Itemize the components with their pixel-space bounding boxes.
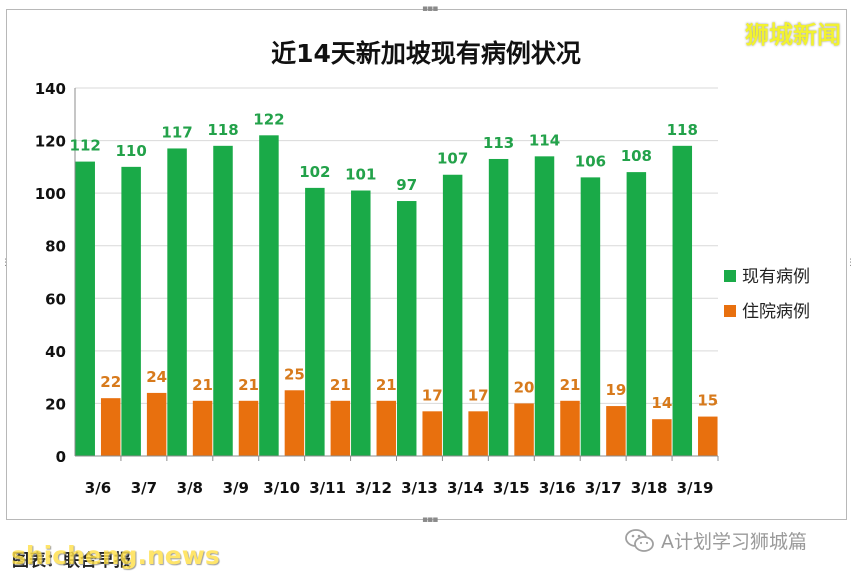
data-label: 22 [100, 373, 121, 391]
frame-handle-left-icon[interactable]: ⋮ [1, 258, 10, 268]
chart-title: 近14天新加坡现有病例状况 [271, 39, 581, 68]
data-label: 15 [697, 392, 718, 410]
x-tick-label: 3/10 [263, 479, 300, 497]
bar-hospitalised-cases [468, 411, 488, 456]
y-tick-label: 140 [35, 80, 66, 98]
frame-handle-top-icon[interactable]: ▪▪▪ [422, 4, 438, 14]
bar-current-cases [488, 158, 509, 456]
data-label: 21 [560, 376, 581, 394]
y-tick-label: 120 [35, 133, 66, 151]
data-label: 102 [299, 163, 330, 181]
data-label: 112 [70, 137, 101, 155]
data-label: 21 [238, 376, 259, 394]
legend-label: 住院病例 [742, 302, 810, 322]
x-tick-label: 3/15 [493, 479, 530, 497]
bar-current-cases [442, 174, 463, 456]
data-label: 20 [514, 378, 535, 396]
bar-current-cases [580, 177, 601, 456]
data-label: 21 [330, 376, 351, 394]
bar-hospitalised-cases [422, 411, 442, 456]
x-tick-label: 3/18 [631, 479, 668, 497]
data-label: 24 [146, 368, 167, 386]
data-label: 118 [207, 121, 238, 139]
x-tick-label: 3/7 [131, 479, 157, 497]
bar-current-cases [213, 145, 233, 457]
y-tick-label: 60 [45, 290, 66, 308]
bar-current-cases [672, 145, 693, 457]
bar-hospitalised-cases [698, 416, 718, 456]
data-label: 122 [253, 110, 284, 128]
bar-hospitalised-cases [146, 392, 167, 456]
bar-current-cases [396, 201, 417, 456]
y-tick-label: 40 [45, 343, 66, 361]
data-label: 21 [192, 376, 213, 394]
y-tick-label: 20 [45, 395, 66, 413]
bar-hospitalised-cases [652, 419, 672, 456]
wechat-account: A计划学习狮城篇 [625, 527, 807, 554]
bar-hospitalised-cases [606, 406, 626, 456]
bar-hospitalised-cases [192, 400, 213, 456]
x-tick-label: 3/13 [401, 479, 438, 497]
data-label: 14 [651, 394, 672, 412]
data-label: 19 [605, 381, 626, 399]
bar-current-cases [259, 135, 279, 457]
data-label: 25 [284, 365, 305, 383]
data-label: 113 [483, 134, 514, 152]
bar-hospitalised-cases [284, 390, 305, 456]
data-label: 17 [468, 386, 489, 404]
bar-hospitalised-cases [238, 400, 259, 456]
frame-handle-right-icon[interactable]: ⋮ [846, 258, 853, 268]
legend-swatch [724, 270, 736, 282]
y-axis: 0 20 40 60 80 100 120 140 [35, 80, 76, 466]
legend-label: 现有病例 [742, 267, 810, 287]
bar-current-cases [534, 156, 555, 457]
site-watermark: shicheng.news [11, 541, 220, 570]
x-tick-label: 3/16 [539, 479, 576, 497]
x-tick-label: 3/12 [355, 479, 392, 497]
brand-logo-text: 狮城新闻 [745, 21, 841, 49]
bar-hospitalised-cases [330, 400, 351, 456]
bar-current-cases [305, 187, 325, 456]
chart-source: 图表：联合早报 [12, 551, 131, 571]
x-tick-label: 3/14 [447, 479, 484, 497]
bar-current-cases [121, 166, 141, 456]
data-label: 110 [115, 142, 146, 160]
data-label: 107 [437, 150, 468, 168]
legend-swatch [724, 305, 736, 317]
x-tick-label: 3/17 [585, 479, 622, 497]
data-label: 106 [575, 152, 606, 170]
frame-handle-bottom-icon[interactable]: ▪▪▪ [422, 515, 438, 525]
data-label: 17 [422, 386, 443, 404]
wechat-account-name: A计划学习狮城篇 [661, 531, 807, 553]
data-label: 117 [161, 123, 192, 141]
bar-current-cases [75, 161, 95, 456]
y-tick-label: 100 [35, 185, 66, 203]
x-tick-label: 3/9 [223, 479, 249, 497]
x-tick-label: 3/6 [85, 479, 111, 497]
bar-current-cases [626, 172, 647, 456]
data-label: 114 [529, 131, 560, 149]
bar-current-cases [351, 190, 371, 456]
bars-group: 112 22 110 24 117 21 118 21 122 25 102 21 101 21 97 17 1… [70, 110, 718, 457]
bar-hospitalised-cases [514, 403, 534, 456]
data-label: 101 [345, 166, 376, 184]
bar-hospitalised-cases [100, 398, 121, 456]
y-tick-label: 0 [56, 448, 66, 466]
data-label: 118 [667, 121, 698, 139]
bar-hospitalised-cases [376, 400, 397, 456]
bar-current-cases [167, 148, 187, 456]
data-label: 21 [376, 376, 397, 394]
x-tick-label: 3/19 [677, 479, 714, 497]
wechat-icon [625, 528, 654, 552]
y-tick-label: 80 [45, 238, 66, 256]
data-label: 97 [396, 176, 417, 194]
x-tick-label: 3/11 [309, 479, 346, 497]
x-axis: 3/6 3/7 3/8 3/9 3/10 3/11 3/12 3/13 3/14 3/15 3/16… [75, 455, 719, 497]
x-tick-label: 3/8 [177, 479, 203, 497]
data-label: 108 [621, 147, 652, 165]
bar-hospitalised-cases [560, 400, 580, 456]
